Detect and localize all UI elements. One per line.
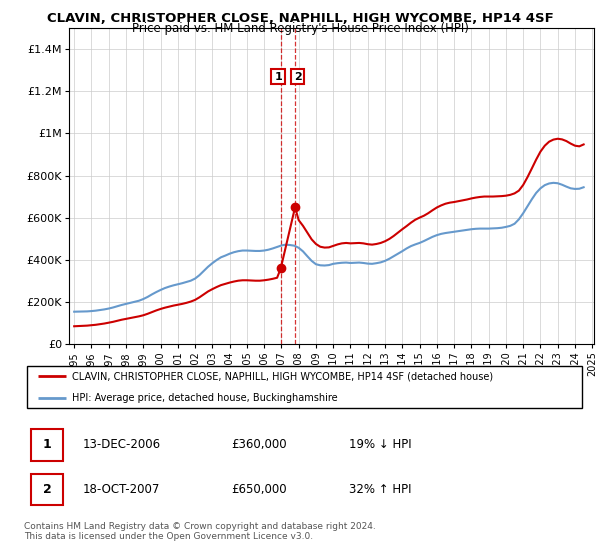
Text: HPI: Average price, detached house, Buckinghamshire: HPI: Average price, detached house, Buck… xyxy=(71,393,337,403)
Text: 19% ↓ HPI: 19% ↓ HPI xyxy=(349,438,412,451)
FancyBboxPatch shape xyxy=(27,366,582,408)
Text: 18-OCT-2007: 18-OCT-2007 xyxy=(83,483,160,496)
Text: 32% ↑ HPI: 32% ↑ HPI xyxy=(349,483,412,496)
Text: 1: 1 xyxy=(43,438,52,451)
Text: CLAVIN, CHRISTOPHER CLOSE, NAPHILL, HIGH WYCOMBE, HP14 4SF (detached house): CLAVIN, CHRISTOPHER CLOSE, NAPHILL, HIGH… xyxy=(71,371,493,381)
Text: Contains HM Land Registry data © Crown copyright and database right 2024.
This d: Contains HM Land Registry data © Crown c… xyxy=(24,522,376,542)
Text: £650,000: £650,000 xyxy=(232,483,287,496)
Text: 2: 2 xyxy=(294,72,302,82)
Text: 13-DEC-2006: 13-DEC-2006 xyxy=(83,438,161,451)
Text: 1: 1 xyxy=(274,72,282,82)
Text: 2: 2 xyxy=(43,483,52,496)
Text: CLAVIN, CHRISTOPHER CLOSE, NAPHILL, HIGH WYCOMBE, HP14 4SF: CLAVIN, CHRISTOPHER CLOSE, NAPHILL, HIGH… xyxy=(47,12,553,25)
Text: £360,000: £360,000 xyxy=(232,438,287,451)
FancyBboxPatch shape xyxy=(31,474,63,505)
Text: Price paid vs. HM Land Registry's House Price Index (HPI): Price paid vs. HM Land Registry's House … xyxy=(131,22,469,35)
FancyBboxPatch shape xyxy=(31,429,63,461)
